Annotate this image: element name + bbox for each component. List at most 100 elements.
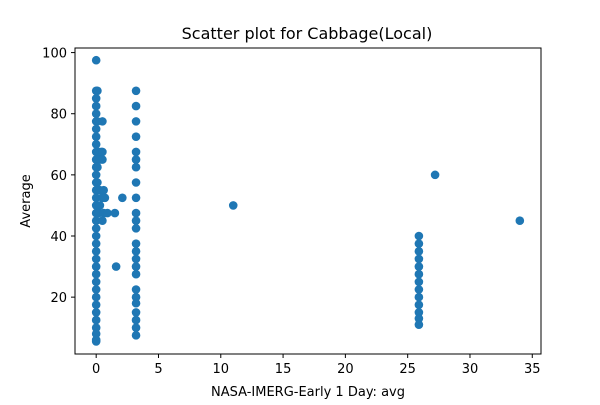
data-point-75: [131, 269, 141, 279]
x-tick-label: 30: [462, 362, 479, 377]
data-point-72: [131, 246, 141, 256]
x-tick-label: 25: [399, 362, 416, 377]
data-point-88: [414, 262, 424, 271]
data-point-77: [131, 292, 141, 302]
data-point-55: [91, 323, 101, 333]
data-point-9: [91, 124, 101, 134]
y-tick-label: 100: [42, 47, 67, 62]
data-point-83: [228, 201, 238, 210]
data-point-45: [91, 254, 101, 264]
data-point-8: [98, 117, 107, 126]
data-point-39: [91, 216, 101, 226]
data-point-19: [98, 155, 107, 164]
data-point-64: [131, 155, 141, 164]
data-point-74: [131, 262, 141, 271]
x-tick-label: 35: [524, 362, 541, 377]
data-point-47: [111, 262, 121, 271]
data-point-80: [131, 315, 141, 325]
y-tick-label: 20: [50, 291, 67, 306]
data-point-78: [131, 298, 141, 308]
data-point-49: [91, 277, 101, 287]
data-point-95: [414, 314, 424, 323]
data-point-93: [414, 300, 424, 310]
data-point-21: [93, 162, 102, 172]
data-point-54: [91, 315, 101, 325]
x-tick-label: 20: [337, 362, 354, 377]
data-point-97: [430, 170, 440, 180]
data-point-60: [131, 101, 141, 111]
y-axis-ticks: 20 40 60 80 100: [42, 47, 75, 306]
data-point-91: [414, 285, 424, 294]
data-point-53: [91, 308, 101, 317]
y-tick-label: 40: [50, 230, 67, 245]
data-point-50: [91, 285, 101, 294]
data-point-41: [91, 224, 101, 233]
data-point-11: [91, 139, 101, 149]
x-tick-label: 0: [92, 362, 100, 377]
plot-frame: [74, 47, 542, 355]
data-point-42: [91, 231, 101, 241]
chart-title: Scatter plot for Cabbage(Local): [182, 24, 433, 43]
data-point-38: [110, 208, 120, 218]
y-axis-label: Average: [19, 174, 34, 227]
data-point-37: [103, 208, 112, 218]
data-point-62: [131, 132, 141, 141]
data-point-92: [414, 292, 424, 302]
x-tick-label: 5: [154, 362, 162, 377]
data-point-27: [99, 185, 108, 195]
data-point-59: [131, 86, 141, 96]
data-point-51: [91, 292, 101, 302]
data-point-81: [131, 323, 141, 333]
data-point-90: [414, 277, 424, 287]
data-point-0: [91, 55, 101, 65]
data-point-5: [91, 109, 101, 119]
data-point-67: [131, 193, 141, 203]
x-axis-label: NASA-IMERG-Early 1 Day: avg: [211, 385, 405, 400]
data-point-30: [100, 193, 110, 203]
data-point-65: [131, 162, 141, 172]
data-point-98: [515, 216, 525, 226]
data-point-84: [414, 231, 424, 241]
data-point-70: [131, 224, 141, 233]
data-point-96: [414, 320, 424, 329]
data-point-73: [131, 254, 141, 264]
x-tick-label: 10: [213, 362, 230, 377]
data-point-58: [91, 337, 101, 346]
data-point-52: [91, 300, 101, 310]
data-point-28: [91, 193, 101, 203]
data-point-61: [131, 117, 141, 126]
data-point-4: [91, 101, 101, 111]
data-point-56: [91, 329, 101, 339]
data-point-76: [131, 285, 141, 294]
data-point-69: [131, 216, 141, 226]
data-point-63: [131, 147, 141, 157]
data-point-85: [414, 239, 424, 248]
data-point-68: [131, 208, 141, 218]
data-point-22: [91, 170, 101, 180]
data-point-48: [91, 269, 101, 279]
x-tick-label: 15: [275, 362, 292, 377]
data-point-86: [414, 246, 424, 256]
data-point-33: [95, 201, 105, 210]
y-tick-label: 60: [50, 169, 67, 184]
data-point-43: [91, 239, 101, 248]
data-point-87: [414, 254, 424, 264]
data-point-71: [131, 239, 141, 248]
data-point-44: [91, 246, 101, 256]
data-point-40: [98, 216, 107, 226]
data-points: [91, 55, 525, 346]
data-point-79: [131, 308, 141, 317]
data-point-16: [98, 147, 107, 157]
data-point-3: [91, 94, 101, 103]
plot-area: [74, 47, 542, 355]
data-point-89: [414, 269, 424, 279]
data-point-94: [414, 308, 424, 317]
data-point-82: [131, 331, 141, 340]
data-point-31: [118, 193, 127, 203]
data-point-2: [93, 86, 102, 96]
y-tick-label: 80: [50, 108, 67, 123]
data-point-24: [93, 178, 102, 187]
x-axis-ticks: 0 5 10 15 20 25 30 35: [92, 354, 541, 377]
